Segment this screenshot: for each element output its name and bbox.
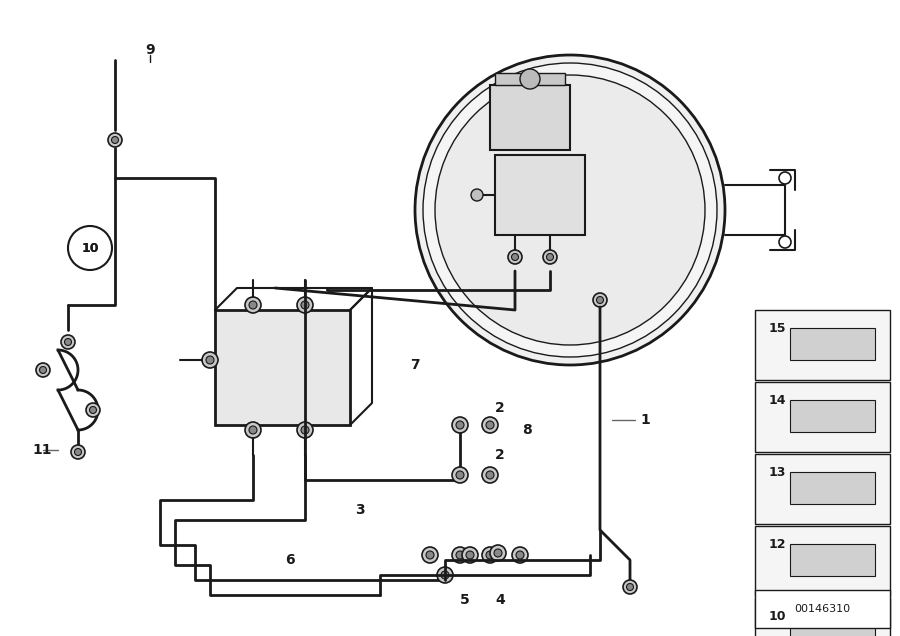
Text: 6: 6 bbox=[285, 553, 295, 567]
Circle shape bbox=[486, 551, 494, 559]
Bar bbox=[490, 85, 570, 150]
Circle shape bbox=[426, 551, 434, 559]
Circle shape bbox=[297, 422, 313, 438]
Text: 9: 9 bbox=[145, 43, 155, 57]
Text: 15: 15 bbox=[769, 322, 787, 335]
Circle shape bbox=[543, 250, 557, 264]
Text: 8: 8 bbox=[522, 423, 532, 437]
Text: 4: 4 bbox=[495, 593, 505, 607]
Circle shape bbox=[452, 547, 468, 563]
Text: 7: 7 bbox=[410, 358, 419, 372]
Circle shape bbox=[462, 547, 478, 563]
Circle shape bbox=[75, 448, 82, 455]
Circle shape bbox=[486, 471, 494, 479]
Circle shape bbox=[779, 172, 791, 184]
Bar bbox=[790, 328, 875, 360]
Circle shape bbox=[61, 335, 75, 349]
Circle shape bbox=[508, 250, 522, 264]
Text: 14: 14 bbox=[769, 394, 787, 407]
Bar bbox=[755, 382, 890, 452]
Circle shape bbox=[486, 421, 494, 429]
Circle shape bbox=[423, 63, 717, 357]
Circle shape bbox=[456, 421, 464, 429]
Circle shape bbox=[456, 471, 464, 479]
Circle shape bbox=[86, 403, 100, 417]
Circle shape bbox=[301, 426, 309, 434]
Bar bbox=[755, 598, 890, 636]
Text: 00146310: 00146310 bbox=[794, 604, 850, 614]
Circle shape bbox=[249, 426, 257, 434]
Text: 2: 2 bbox=[495, 448, 505, 462]
Circle shape bbox=[482, 417, 498, 433]
Bar bbox=[790, 400, 875, 432]
Bar bbox=[755, 526, 890, 596]
Circle shape bbox=[471, 189, 483, 201]
Circle shape bbox=[68, 226, 112, 270]
Circle shape bbox=[494, 549, 502, 557]
Circle shape bbox=[108, 133, 122, 147]
Circle shape bbox=[456, 551, 464, 559]
Text: 10: 10 bbox=[81, 242, 99, 254]
Circle shape bbox=[452, 417, 468, 433]
Circle shape bbox=[206, 356, 214, 364]
Text: 13: 13 bbox=[769, 466, 787, 479]
Circle shape bbox=[512, 547, 528, 563]
Circle shape bbox=[516, 551, 524, 559]
Text: 10: 10 bbox=[81, 242, 99, 254]
Circle shape bbox=[437, 567, 453, 583]
Bar bbox=[755, 310, 890, 380]
Bar bbox=[790, 544, 875, 576]
Bar bbox=[495, 155, 585, 235]
Circle shape bbox=[245, 422, 261, 438]
Circle shape bbox=[301, 301, 309, 309]
Circle shape bbox=[89, 406, 96, 413]
Circle shape bbox=[245, 297, 261, 313]
Circle shape bbox=[546, 254, 554, 261]
Circle shape bbox=[435, 75, 705, 345]
Circle shape bbox=[520, 69, 540, 89]
Circle shape bbox=[511, 254, 518, 261]
Text: 2: 2 bbox=[495, 401, 505, 415]
Circle shape bbox=[202, 352, 218, 368]
Circle shape bbox=[441, 571, 449, 579]
Circle shape bbox=[71, 445, 85, 459]
Text: 5: 5 bbox=[460, 593, 470, 607]
Circle shape bbox=[482, 547, 498, 563]
Circle shape bbox=[490, 545, 506, 561]
Circle shape bbox=[626, 583, 634, 590]
Circle shape bbox=[40, 366, 47, 373]
Bar bbox=[790, 616, 875, 636]
Circle shape bbox=[112, 137, 119, 144]
Circle shape bbox=[623, 580, 637, 594]
Circle shape bbox=[779, 236, 791, 248]
Text: 1: 1 bbox=[640, 413, 650, 427]
Circle shape bbox=[422, 547, 438, 563]
Circle shape bbox=[415, 55, 725, 365]
Circle shape bbox=[36, 363, 50, 377]
Text: 10: 10 bbox=[769, 610, 787, 623]
Circle shape bbox=[597, 296, 604, 303]
Circle shape bbox=[249, 301, 257, 309]
Bar bbox=[495, 73, 565, 85]
Circle shape bbox=[297, 297, 313, 313]
Circle shape bbox=[65, 338, 71, 345]
Bar bbox=[215, 310, 350, 425]
Text: 3: 3 bbox=[356, 503, 364, 517]
Circle shape bbox=[452, 467, 468, 483]
Circle shape bbox=[466, 551, 474, 559]
Bar bbox=[755, 454, 890, 524]
Bar bbox=[790, 472, 875, 504]
Text: 11: 11 bbox=[32, 443, 52, 457]
Text: 12: 12 bbox=[769, 538, 787, 551]
Bar bbox=[755, 590, 890, 628]
Circle shape bbox=[482, 467, 498, 483]
Circle shape bbox=[593, 293, 607, 307]
